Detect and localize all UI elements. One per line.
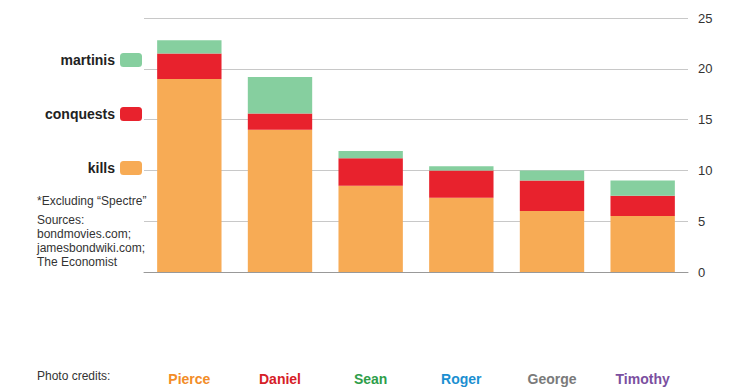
svg-text:The Economist: The Economist	[37, 255, 118, 269]
svg-text:20: 20	[698, 61, 712, 76]
svg-text:kills: kills	[88, 160, 115, 176]
svg-text:*Excluding “Spectre”: *Excluding “Spectre”	[37, 194, 146, 208]
svg-text:Daniel: Daniel	[259, 371, 301, 387]
svg-text:bondmovies.com;: bondmovies.com;	[37, 227, 131, 241]
svg-text:Sean: Sean	[354, 371, 387, 387]
svg-text:jamesbondwiki.com;: jamesbondwiki.com;	[36, 241, 145, 255]
svg-text:Timothy: Timothy	[616, 371, 670, 387]
svg-text:Roger: Roger	[441, 371, 482, 387]
svg-text:conquests: conquests	[45, 106, 115, 122]
svg-text:10: 10	[698, 163, 712, 178]
svg-text:Photo credits:: Photo credits:	[37, 369, 110, 383]
svg-text:martinis: martinis	[61, 52, 116, 68]
svg-text:Sources:: Sources:	[37, 213, 84, 227]
svg-text:25: 25	[698, 11, 712, 26]
svg-text:15: 15	[698, 112, 712, 127]
svg-text:Pierce: Pierce	[168, 371, 210, 387]
svg-text:0: 0	[698, 265, 705, 280]
svg-text:George: George	[527, 371, 576, 387]
svg-text:5: 5	[698, 214, 705, 229]
